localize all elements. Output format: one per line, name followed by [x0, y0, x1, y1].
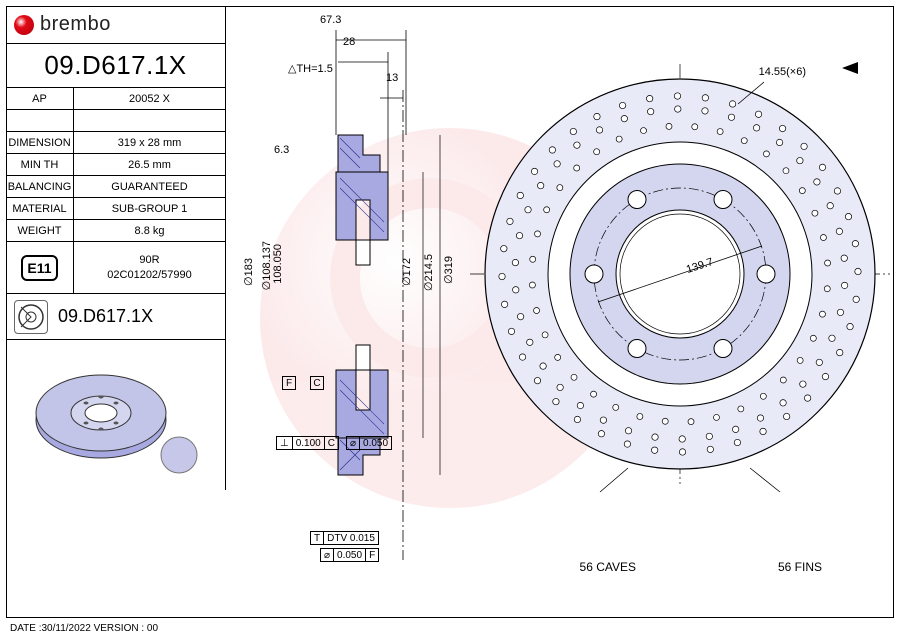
gdnt-flat-ref: F — [366, 549, 378, 561]
gdnt-perp-ref: C — [325, 437, 338, 449]
spec-value: 20052 X — [74, 88, 225, 109]
spec-row: WEIGHT8.8 kg — [6, 220, 225, 242]
spec-row: DIMENSION319 x 28 mm — [6, 132, 225, 154]
spec-label: AP — [6, 88, 74, 109]
spec-value: 319 x 28 mm — [74, 132, 225, 153]
cert-row: E11 90R 02C01202/57990 — [6, 242, 225, 294]
datum-c: C — [310, 376, 324, 390]
dim-13: 13 — [386, 72, 398, 84]
rotation-arrow-icon — [842, 62, 858, 74]
spec-label: WEIGHT — [6, 220, 74, 241]
spec-value — [74, 110, 225, 131]
cert-line2: 02C01202/57990 — [107, 268, 191, 282]
dim-d319: ∅319 — [442, 256, 455, 284]
spec-value: SUB-GROUP 1 — [74, 198, 225, 219]
dim-d108b: 108.050 — [272, 244, 284, 284]
brembo-logo-icon — [14, 15, 34, 35]
info-panel: brembo 09.D617.1X AP20052 X DIMENSION319 … — [6, 6, 226, 490]
cert-value: 90R 02C01202/57990 — [74, 242, 225, 293]
dim-d214: ∅214.5 — [422, 254, 435, 291]
spec-row — [6, 110, 225, 132]
spec-row: AP20052 X — [6, 88, 225, 110]
footer-date: DATE :30/11/2022 VERSION : 00 — [10, 623, 158, 634]
brand-name: brembo — [40, 13, 111, 36]
cert-badge: E11 — [21, 255, 57, 281]
dim-d183: ∅183 — [242, 258, 255, 286]
dim-th-tol: △TH=1.5 — [288, 62, 333, 75]
dim-67-3: 67.3 — [320, 14, 341, 26]
dim-28: 28 — [343, 36, 355, 48]
spec-value: GUARANTEED — [74, 176, 225, 197]
thumb-row: 09.D617.1X — [6, 294, 225, 340]
gdnt-flat-tol: 0.050 — [334, 549, 366, 561]
spec-row: BALANCINGGUARANTEED — [6, 176, 225, 198]
note-caves: 56 CAVES — [580, 560, 636, 574]
gdnt-runout: ⌀ 0.050 — [346, 436, 392, 450]
part-number-main: 09.D617.1X — [6, 44, 225, 88]
dim-chamfer: 6.3 — [274, 144, 289, 156]
spec-label — [6, 110, 74, 131]
cert-badge-cell: E11 — [6, 242, 74, 293]
datum-f: F — [282, 376, 296, 390]
drawing-area: 67.3 28 △TH=1.5 13 6.3 ∅319 ∅214.5 ∅172 … — [228, 6, 894, 630]
gdnt-dtv: T DTV 0.015 — [310, 531, 379, 545]
gdnt-flat-sym: ⌀ — [321, 549, 334, 561]
thumb-partno: 09.D617.1X — [58, 306, 153, 327]
iso-disc-svg — [21, 345, 211, 485]
dim-d172: ∅172 — [400, 258, 413, 286]
iso-preview — [6, 340, 225, 490]
spec-label: DIMENSION — [6, 132, 74, 153]
disc-thumb-icon — [14, 300, 48, 334]
gdnt-dtv-tol: DTV 0.015 — [324, 532, 378, 544]
gdnt-perp-tol: 0.100 — [293, 437, 325, 449]
gdnt-runout-tol: 0.050 — [360, 437, 391, 449]
section-view — [268, 20, 468, 580]
dim-bolt: 14.55(×6) — [759, 66, 806, 78]
note-fins: 56 FINS — [778, 560, 822, 574]
spec-label: MATERIAL — [6, 198, 74, 219]
spec-label: MIN TH — [6, 154, 74, 175]
gdnt-dtv-label: T — [311, 532, 324, 544]
gdnt-perp: ⊥ 0.100 C — [276, 436, 339, 450]
spec-row: MIN TH26.5 mm — [6, 154, 225, 176]
gdnt-flat: ⌀ 0.050 F — [320, 548, 379, 562]
brand-row: brembo — [6, 6, 225, 44]
gdnt-runout-sym: ⌀ — [347, 437, 360, 449]
spec-value: 26.5 mm — [74, 154, 225, 175]
spec-value: 8.8 kg — [74, 220, 225, 241]
cert-line1: 90R — [139, 253, 159, 267]
front-view — [470, 64, 890, 504]
spec-label: BALANCING — [6, 176, 74, 197]
spec-row: MATERIALSUB-GROUP 1 — [6, 198, 225, 220]
gdnt-perp-sym: ⊥ — [277, 437, 293, 449]
